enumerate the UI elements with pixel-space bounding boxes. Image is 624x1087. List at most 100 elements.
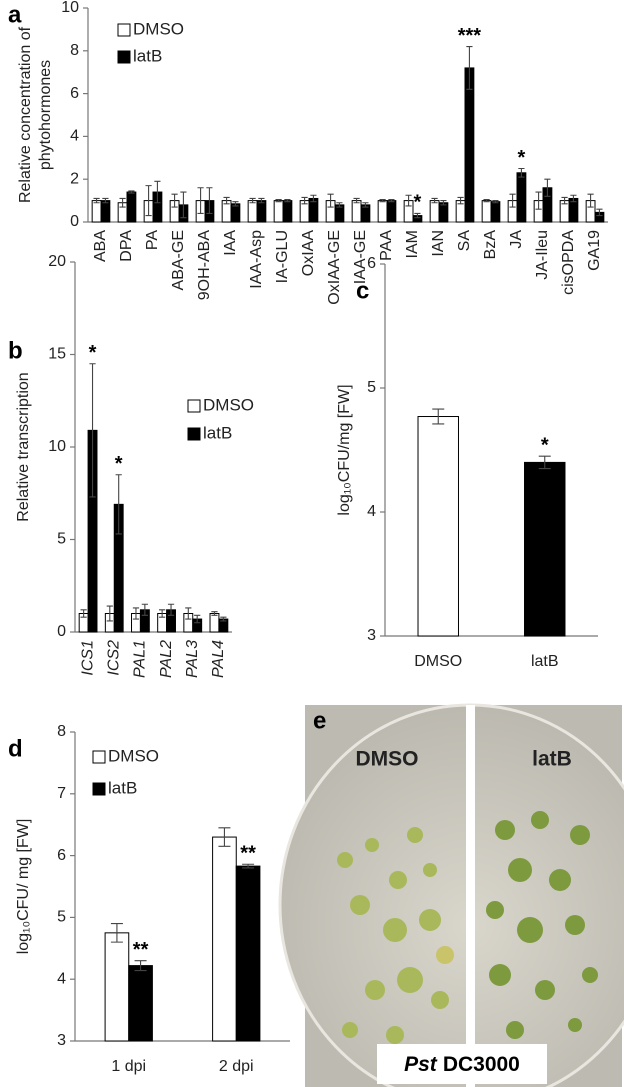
- y-axis-label: log₁₀CFU/mg [FW]: [336, 384, 353, 515]
- error-bar: [242, 863, 255, 869]
- error-bar: [353, 197, 360, 204]
- error-bar: [206, 187, 213, 214]
- x-tick-label: ABA-GE: [170, 230, 187, 290]
- error-bar: [561, 196, 568, 205]
- panel-letter: d: [8, 735, 23, 762]
- error-bar: [492, 200, 499, 204]
- x-tick-label: PAL3: [184, 640, 201, 678]
- error-bar: [457, 196, 464, 205]
- x-tick-label: JA-Ileu: [534, 230, 551, 280]
- error-bar: [110, 923, 123, 943]
- y-tick-label: 5: [367, 379, 376, 396]
- y-tick-label: 3: [57, 1032, 66, 1049]
- x-tick-label: 1 dpi: [111, 1058, 146, 1075]
- error-bar: [119, 197, 126, 208]
- y-axis-label: Relative concentration of: [17, 26, 34, 203]
- error-bar: [414, 212, 421, 219]
- error-bar: [362, 202, 369, 208]
- error-bar: [301, 196, 308, 205]
- panel-letter: b: [8, 337, 23, 364]
- error-bar: [154, 180, 161, 204]
- photo-caption: Pst DC3000: [404, 1053, 520, 1076]
- x-tick-label: SA: [456, 230, 473, 252]
- y-tick-label: 4: [57, 970, 66, 987]
- error-bar: [518, 167, 525, 178]
- error-bar: [440, 200, 447, 206]
- y-tick-label: 7: [57, 785, 66, 802]
- bar: [128, 965, 153, 1042]
- y-tick-label: 6: [57, 847, 66, 864]
- significance-label: *: [115, 453, 123, 475]
- y-tick-label: 10: [48, 438, 66, 455]
- error-bar: [405, 194, 412, 207]
- significance-label: *: [89, 342, 97, 364]
- bar: [481, 200, 492, 223]
- y-tick-label: 15: [48, 346, 66, 363]
- legend-label: latB: [203, 423, 232, 442]
- error-bar: [544, 178, 551, 197]
- x-tick-label: ICS2: [105, 640, 122, 676]
- error-bar: [220, 616, 227, 622]
- error-bar: [379, 198, 386, 203]
- error-bar: [115, 474, 122, 535]
- error-bar: [327, 193, 334, 208]
- x-tick-label: IAA-GE: [352, 230, 369, 284]
- error-bar: [185, 607, 192, 620]
- x-tick-label: PAL1: [132, 640, 149, 678]
- significance-label: *: [541, 434, 549, 456]
- bar: [273, 200, 284, 223]
- x-tick-label: 9OH-ABA: [196, 230, 213, 301]
- bar: [377, 200, 388, 223]
- y-tick-label: 10: [61, 0, 79, 16]
- error-bar: [167, 603, 175, 616]
- bar: [91, 200, 102, 223]
- x-tick-label: PAL2: [158, 640, 175, 678]
- y-tick-label: 5: [57, 531, 66, 548]
- error-bar: [218, 827, 231, 847]
- error-bar: [249, 197, 256, 204]
- y-tick-label: 6: [70, 85, 79, 102]
- photo-label: latB: [532, 748, 572, 771]
- bar: [282, 200, 293, 223]
- error-bar: [570, 194, 577, 203]
- seedlings-right: [486, 811, 598, 1039]
- x-tick-label: 2 dpi: [219, 1058, 254, 1075]
- x-tick-label: ABA: [92, 230, 109, 262]
- y-tick-label: 8: [70, 42, 79, 59]
- y-axis-label: log₁₀CFU/ mg [FW]: [15, 819, 32, 955]
- error-bar: [596, 208, 603, 217]
- error-bar: [171, 193, 178, 208]
- x-tick-label: OxIAA: [300, 230, 317, 277]
- legend-swatch: [117, 50, 131, 64]
- x-tick-label: ICS1: [79, 640, 96, 676]
- x-tick-label: DPA: [118, 230, 135, 262]
- error-bar: [197, 187, 204, 214]
- x-tick-label: OxIAA-GE: [326, 230, 343, 305]
- x-tick-label: PAL4: [210, 640, 227, 678]
- error-bar: [223, 196, 230, 205]
- error-bar: [432, 408, 445, 425]
- x-tick-label: IAA-Asp: [248, 230, 265, 289]
- bar: [212, 836, 237, 1042]
- bar: [516, 172, 527, 223]
- error-bar: [102, 197, 109, 204]
- error-bar: [106, 605, 113, 622]
- error-bar: [132, 607, 140, 620]
- y-tick-label: 8: [57, 723, 66, 740]
- bar: [429, 200, 440, 223]
- bar: [209, 613, 220, 633]
- bar: [256, 200, 267, 223]
- y-tick-label: 0: [70, 213, 79, 230]
- panel-letter: a: [8, 1, 22, 28]
- legend-label: latB: [108, 778, 137, 797]
- y-tick-label: 0: [57, 623, 66, 640]
- x-tick-label: IA-GLU: [274, 230, 291, 283]
- bar: [417, 416, 459, 637]
- error-bar: [310, 194, 317, 203]
- x-tick-label: latB: [531, 653, 559, 670]
- error-bar: [466, 45, 473, 90]
- error-bar: [211, 611, 218, 616]
- error-bar: [194, 614, 201, 624]
- y-tick-label: 4: [70, 128, 79, 145]
